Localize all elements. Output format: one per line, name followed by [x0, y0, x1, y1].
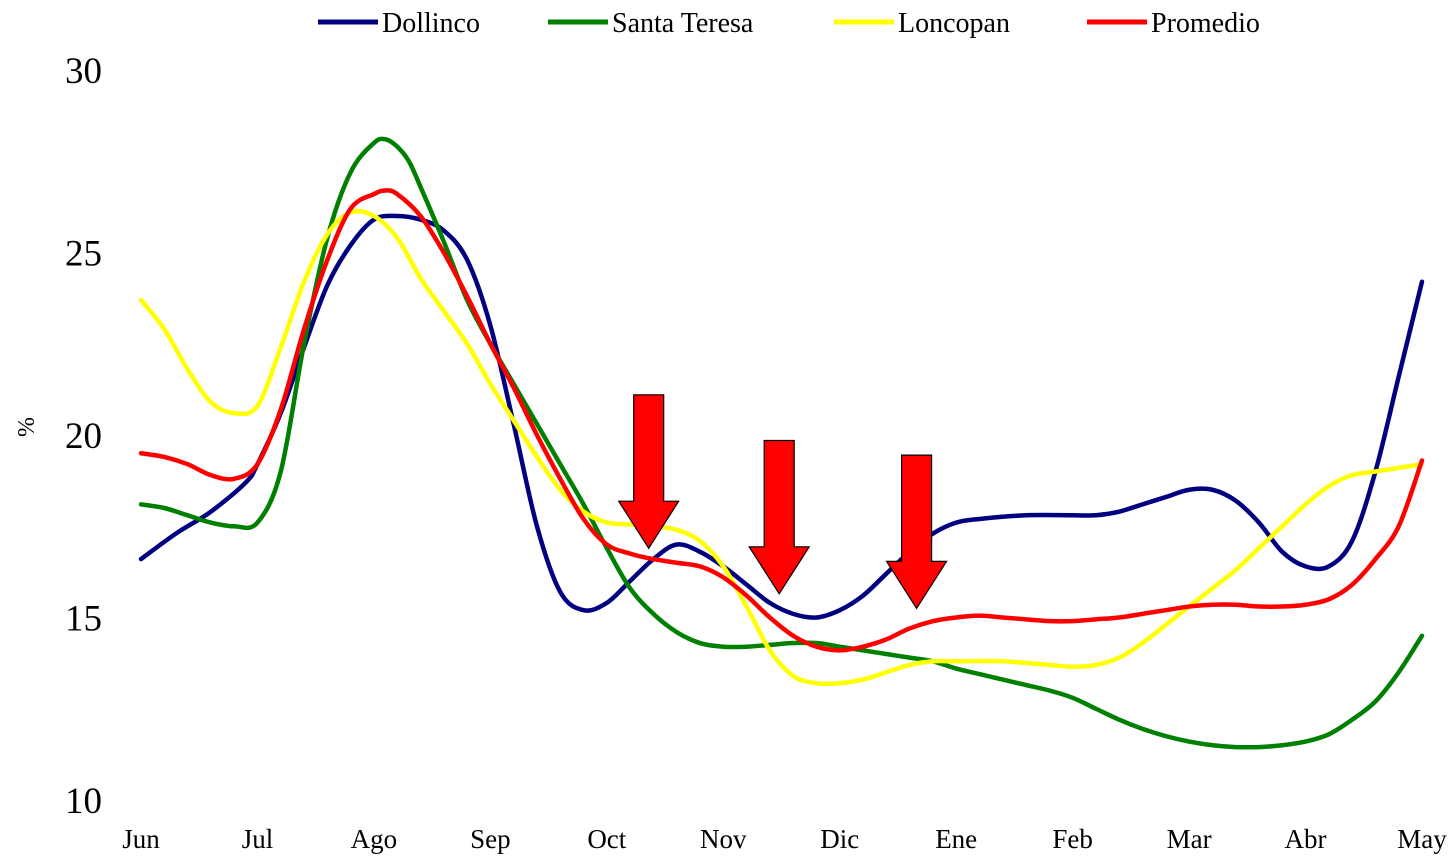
- legend-item[interactable]: Dollinco: [318, 8, 480, 39]
- legend-label: Loncopan: [898, 8, 1010, 39]
- legend-label: Dollinco: [382, 8, 480, 39]
- legend-item[interactable]: Promedio: [1087, 8, 1260, 39]
- y-tick-label: 15: [65, 599, 102, 640]
- y-axis-label: %: [14, 417, 40, 437]
- x-tick-label: Ago: [351, 824, 398, 854]
- y-tick-labels: 10 15 20 25 30: [65, 51, 102, 822]
- x-tick-label: Jul: [242, 824, 274, 854]
- x-tick-labels: Jun Jul Ago Sep Oct Nov Dic Ene Feb Mar Abr May: [122, 824, 1447, 854]
- x-tick-label: Sep: [470, 824, 511, 854]
- y-tick-label: 30: [65, 51, 102, 92]
- series-line: [138, 188, 1425, 653]
- legend[interactable]: Dollinco Santa Teresa Loncopan Promedio: [318, 8, 1260, 39]
- y-tick-label: 10: [65, 781, 102, 822]
- x-tick-label: Feb: [1052, 824, 1093, 854]
- series-line: [138, 213, 1425, 620]
- x-tick-label: Oct: [587, 824, 626, 854]
- arrow-annotations: [617, 394, 948, 610]
- x-tick-label: Ene: [935, 824, 977, 854]
- x-tick-label: Abr: [1285, 824, 1327, 854]
- y-tick-label: 25: [65, 234, 102, 275]
- x-tick-label: Jun: [122, 824, 160, 854]
- y-tick-label: 20: [65, 416, 102, 457]
- x-tick-label: May: [1397, 824, 1447, 854]
- x-tick-label: Nov: [700, 824, 747, 854]
- down-arrow-annotation: [617, 394, 680, 550]
- legend-label: Promedio: [1151, 8, 1260, 39]
- x-tick-label: Dic: [820, 824, 859, 854]
- down-arrow-annotation: [885, 454, 948, 610]
- legend-item[interactable]: Santa Teresa: [548, 8, 754, 39]
- legend-label: Santa Teresa: [612, 8, 754, 39]
- series-lines: [138, 136, 1425, 750]
- x-tick-label: Mar: [1167, 824, 1212, 854]
- legend-item[interactable]: Loncopan: [834, 8, 1010, 39]
- series-line: [138, 136, 1425, 750]
- down-arrow-annotation: [748, 439, 811, 595]
